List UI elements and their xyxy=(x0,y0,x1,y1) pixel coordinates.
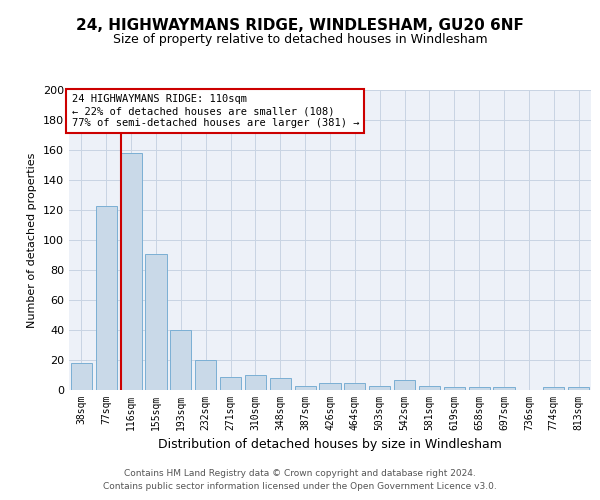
Bar xyxy=(444,387,465,390)
Bar xyxy=(121,153,142,390)
Text: 24, HIGHWAYMANS RIDGE, WINDLESHAM, GU20 6NF: 24, HIGHWAYMANS RIDGE, WINDLESHAM, GU20 … xyxy=(76,18,524,32)
Bar xyxy=(469,387,490,390)
Text: Size of property relative to detached houses in Windlesham: Size of property relative to detached ho… xyxy=(113,32,487,46)
Bar xyxy=(543,387,564,390)
Bar xyxy=(245,375,266,390)
Bar xyxy=(96,206,117,390)
Bar xyxy=(270,378,291,390)
Bar xyxy=(71,363,92,390)
X-axis label: Distribution of detached houses by size in Windlesham: Distribution of detached houses by size … xyxy=(158,438,502,452)
Bar xyxy=(145,254,167,390)
Y-axis label: Number of detached properties: Number of detached properties xyxy=(28,152,37,328)
Bar xyxy=(493,387,515,390)
Bar xyxy=(394,380,415,390)
Bar xyxy=(419,386,440,390)
Bar xyxy=(568,387,589,390)
Bar xyxy=(319,382,341,390)
Text: 24 HIGHWAYMANS RIDGE: 110sqm
← 22% of detached houses are smaller (108)
77% of s: 24 HIGHWAYMANS RIDGE: 110sqm ← 22% of de… xyxy=(71,94,359,128)
Text: Contains public sector information licensed under the Open Government Licence v3: Contains public sector information licen… xyxy=(103,482,497,491)
Bar xyxy=(195,360,216,390)
Bar xyxy=(295,386,316,390)
Bar xyxy=(344,382,365,390)
Text: Contains HM Land Registry data © Crown copyright and database right 2024.: Contains HM Land Registry data © Crown c… xyxy=(124,468,476,477)
Bar xyxy=(170,330,191,390)
Bar xyxy=(369,386,390,390)
Bar xyxy=(220,376,241,390)
